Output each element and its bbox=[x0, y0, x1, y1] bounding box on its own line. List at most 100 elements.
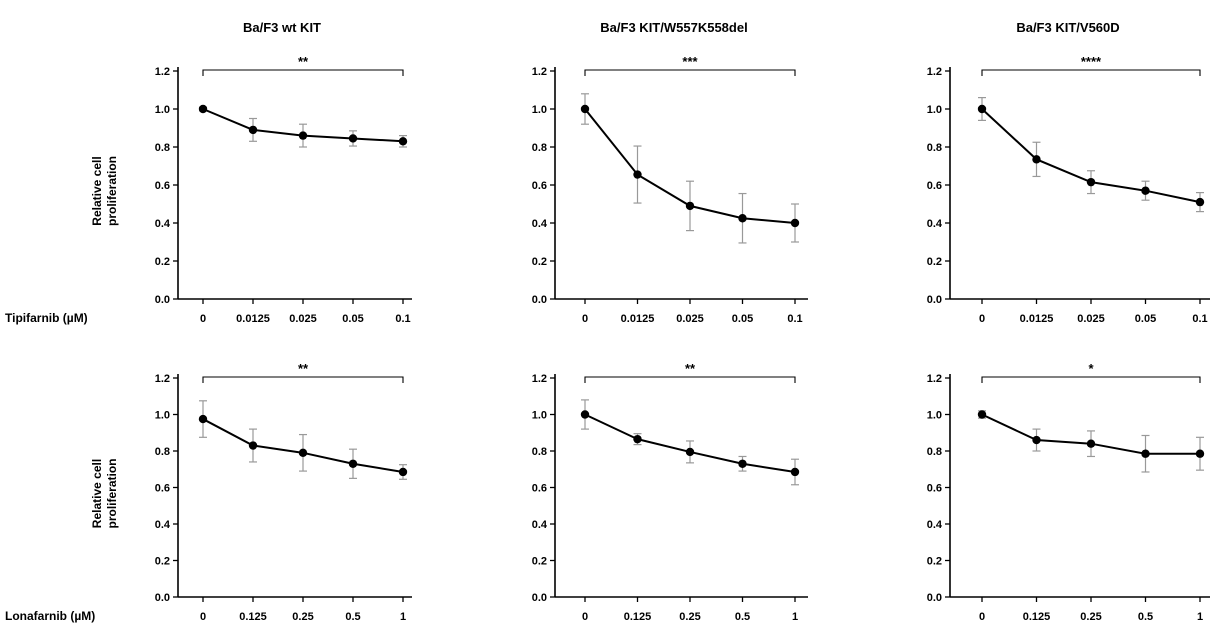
y-tick-label: 1.0 bbox=[927, 410, 942, 422]
data-point bbox=[580, 410, 590, 419]
y-tick-label: 1.0 bbox=[532, 104, 547, 116]
y-tick-label: 0.6 bbox=[532, 180, 547, 192]
data-point bbox=[1195, 197, 1205, 207]
data-point bbox=[977, 410, 987, 419]
panel-title: Ba/F3 KIT/V560D bbox=[1016, 20, 1119, 35]
x-tick-label: 0.05 bbox=[732, 313, 753, 325]
x-tick-label: 0.1 bbox=[395, 313, 410, 325]
x-tick-label: 0 bbox=[200, 611, 206, 623]
significance-label: *** bbox=[682, 54, 698, 69]
y-tick-label: 1.2 bbox=[532, 66, 547, 78]
x-tick-label: 0.25 bbox=[679, 611, 700, 623]
y-tick-label: 0.6 bbox=[927, 180, 942, 192]
y-tick-label: 0.8 bbox=[155, 446, 170, 458]
data-point bbox=[1086, 439, 1096, 448]
data-point bbox=[298, 448, 308, 458]
y-tick-label: 0.6 bbox=[927, 483, 942, 495]
x-tick-label: 1 bbox=[792, 611, 798, 623]
y-tick-label: 1.0 bbox=[155, 410, 170, 422]
x-tick-label: 0.05 bbox=[1135, 313, 1156, 325]
panel-6: 0.0 0.2 0.4 0.6 0.8 1.0 1.2 0 0.125 0.25 0.5 1 * bbox=[927, 361, 1210, 623]
x-tick-label: 0.05 bbox=[342, 313, 363, 325]
significance-bracket bbox=[981, 376, 1201, 383]
data-point bbox=[198, 104, 208, 114]
panel-title: Ba/F3 wt KIT bbox=[243, 20, 321, 35]
y-tick-label: 0.4 bbox=[927, 218, 943, 230]
x-tick-label: 0.0125 bbox=[236, 313, 270, 325]
data-point bbox=[633, 434, 642, 444]
y-tick-label: 0.8 bbox=[927, 446, 942, 458]
x-tick-label: 0 bbox=[200, 313, 206, 325]
data-point bbox=[790, 218, 800, 228]
y-tick-label: 0.4 bbox=[927, 519, 943, 531]
y-tick-label: 0.0 bbox=[927, 592, 942, 604]
y-tick-label: 1.2 bbox=[155, 66, 170, 78]
data-point bbox=[248, 125, 258, 135]
y-tick-label: 0.2 bbox=[927, 256, 942, 268]
x-tick-label: 0.1 bbox=[1192, 313, 1207, 325]
y-tick-label: 0.8 bbox=[155, 142, 170, 154]
y-tick-label: 0.0 bbox=[927, 294, 942, 306]
x-tick-label: 0.125 bbox=[239, 611, 267, 623]
x-tick-label: 0.1 bbox=[787, 313, 802, 325]
data-point bbox=[198, 414, 208, 424]
y-axis-label-line: Relative cell bbox=[90, 156, 104, 225]
x-tick-label: 0.0125 bbox=[1020, 313, 1054, 325]
data-point bbox=[580, 104, 590, 114]
y-tick-label: 1.0 bbox=[927, 104, 942, 116]
y-tick-label: 0.2 bbox=[532, 556, 547, 568]
x-tick-label: 0.025 bbox=[289, 313, 317, 325]
data-point bbox=[298, 131, 308, 140]
data-point bbox=[1195, 449, 1205, 458]
x-tick-label: 0.025 bbox=[676, 313, 704, 325]
significance-label: ** bbox=[298, 54, 309, 69]
panel-2: Ba/F3 KIT/W557K558del 0.0 0.2 0.4 0.6 0.8 1.0 1… bbox=[532, 20, 808, 325]
x-tick-label: 0 bbox=[979, 313, 985, 325]
x-tick-label: 0 bbox=[582, 313, 588, 325]
x-tick-label: 0.025 bbox=[1077, 313, 1105, 325]
x-tick-label: 0.5 bbox=[735, 611, 750, 623]
x-tick-label: 0.125 bbox=[1023, 611, 1051, 623]
x-tick-label: 1 bbox=[1197, 611, 1203, 623]
x-tick-label: 0.5 bbox=[345, 611, 360, 623]
panel-5: 0.0 0.2 0.4 0.6 0.8 1.0 1.2 0 0.125 0.25 0.5 1 ** bbox=[532, 361, 808, 623]
data-point bbox=[738, 459, 747, 468]
drug-label: Tipifarnib (µM) bbox=[5, 311, 88, 325]
y-tick-label: 0.2 bbox=[532, 256, 547, 268]
data-point bbox=[248, 441, 258, 450]
significance-label: * bbox=[1088, 361, 1094, 376]
y-tick-label: 0.6 bbox=[532, 483, 547, 495]
y-axis-label-line: proliferation bbox=[105, 156, 119, 226]
data-point bbox=[1086, 177, 1096, 187]
x-tick-label: 0 bbox=[979, 611, 985, 623]
data-point bbox=[1032, 435, 1041, 445]
data-point bbox=[738, 214, 747, 223]
y-tick-label: 0.6 bbox=[155, 483, 170, 495]
significance-label: **** bbox=[1081, 54, 1102, 69]
y-tick-label: 0.2 bbox=[155, 256, 170, 268]
x-tick-label: 0.5 bbox=[1138, 611, 1153, 623]
y-tick-label: 0.8 bbox=[927, 142, 942, 154]
data-point bbox=[1141, 186, 1150, 195]
data-point bbox=[348, 134, 358, 143]
panel-title: Ba/F3 KIT/W557K558del bbox=[600, 20, 747, 35]
y-tick-label: 1.0 bbox=[155, 104, 170, 116]
significance-label: ** bbox=[685, 361, 696, 376]
data-point bbox=[685, 201, 695, 211]
data-point bbox=[790, 467, 800, 477]
data-point bbox=[1141, 449, 1150, 458]
data-point bbox=[633, 170, 642, 179]
y-tick-label: 0.2 bbox=[155, 556, 170, 568]
y-tick-label: 0.2 bbox=[927, 556, 942, 568]
y-tick-label: 1.2 bbox=[532, 373, 547, 385]
x-tick-label: 1 bbox=[400, 611, 406, 623]
y-tick-label: 1.0 bbox=[532, 410, 547, 422]
y-tick-label: 0.0 bbox=[532, 294, 547, 306]
significance-bracket bbox=[202, 376, 404, 383]
panel-1: Ba/F3 wt KIT 0.0 0.2 0.4 0.6 0.8 1.0 1.2 0 0.0125… bbox=[5, 20, 412, 325]
y-tick-label: 0.4 bbox=[155, 218, 171, 230]
drug-label: Lonafarnib (µM) bbox=[5, 609, 95, 623]
y-tick-label: 0.8 bbox=[532, 446, 547, 458]
y-tick-label: 0.4 bbox=[532, 519, 548, 531]
